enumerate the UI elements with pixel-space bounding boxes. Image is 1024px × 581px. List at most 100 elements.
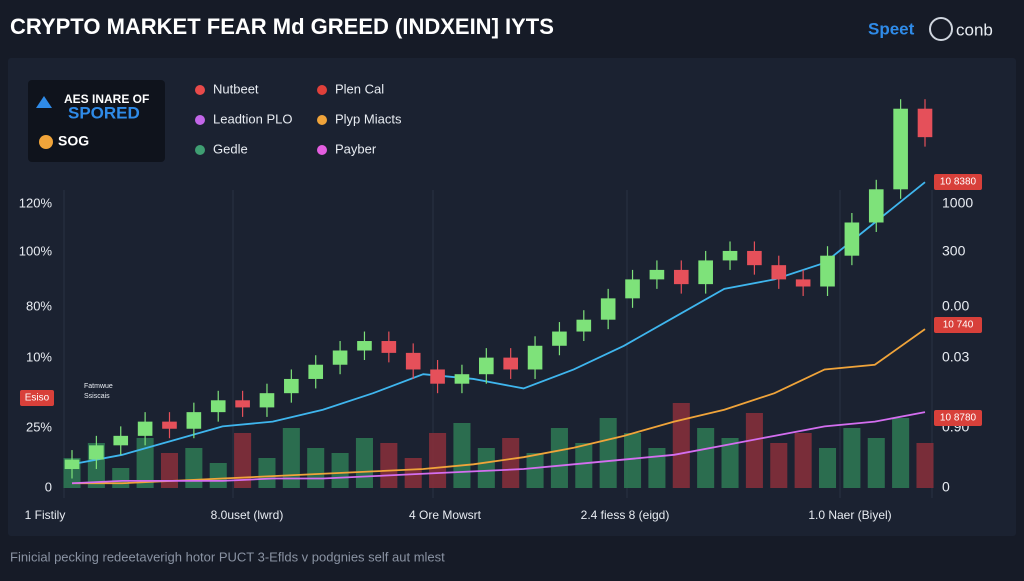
badge-icon [36, 96, 52, 108]
legend-swatch [317, 85, 327, 95]
candle-body [698, 260, 713, 285]
candle-body [405, 352, 421, 370]
volume-bar [892, 418, 910, 488]
candle-body [600, 298, 616, 320]
volume-bar [867, 438, 885, 488]
ticker-note: Fatmwue [84, 383, 113, 390]
y-axis-label: 25% [26, 419, 52, 434]
legend-swatch [195, 85, 205, 95]
volume-bar [843, 428, 861, 488]
line [71, 411, 926, 485]
volume-bar [453, 423, 471, 488]
candle-body [186, 412, 202, 429]
y2-axis-label: 0.00 [942, 298, 969, 314]
badge-icon [39, 135, 53, 149]
y-axis-label: 80% [26, 298, 52, 313]
candle-body [893, 108, 908, 190]
x-axis-label: 1 Fistily [25, 508, 66, 522]
candle-body [868, 189, 884, 223]
y2-axis-label: 0 [942, 479, 950, 495]
legend-label: Leadtion PLO [213, 111, 293, 126]
candle-body [259, 393, 275, 408]
legend-label: Plyp Miacts [335, 111, 402, 126]
volume-bar [648, 448, 666, 488]
candle-body [552, 331, 567, 346]
volume-bar [331, 453, 349, 488]
candle-body [137, 421, 153, 436]
candle-body [113, 435, 129, 446]
volume-bar [404, 458, 422, 488]
candle-body [527, 345, 543, 370]
legend-label: Nutbeet [213, 81, 259, 96]
price-tag [934, 410, 982, 426]
candle-body [479, 357, 494, 375]
candle-body [820, 255, 835, 287]
price-tag-label: 10 8380 [940, 177, 977, 188]
volume-bar [209, 463, 227, 488]
candle-body [722, 250, 738, 261]
candle-body [844, 222, 860, 256]
x-axis-label: 1.0 Naer (Biyel) [808, 508, 891, 522]
volume-bar [697, 428, 715, 488]
footer: Finicial pecking redeetaverigh hotor PUC… [10, 549, 445, 564]
volume-bar [136, 438, 154, 488]
badge-text: SOG [58, 133, 89, 149]
y-axis-label: 0 [45, 479, 52, 494]
candle-body [771, 265, 787, 280]
volume-bar [380, 443, 398, 488]
candle-body [332, 350, 348, 365]
candle-body [917, 108, 933, 138]
badge-panel [28, 80, 165, 162]
volume-bar [429, 433, 447, 488]
volume-bar [599, 418, 617, 488]
candle-body [357, 341, 372, 351]
volume-bar [550, 428, 568, 488]
volume-bar [624, 433, 642, 488]
price-tag [934, 174, 982, 190]
volume-bar [770, 443, 788, 488]
candle-body [162, 421, 177, 429]
badge-text: SPORED [68, 103, 140, 122]
candle-body [454, 374, 470, 384]
candle-body [649, 269, 665, 280]
y-axis-label: 120% [19, 195, 53, 210]
volume-bar [234, 433, 252, 488]
volume-bar [672, 403, 690, 488]
logo-icon [929, 17, 953, 41]
candle-body [430, 369, 445, 384]
candle-body [747, 250, 762, 266]
legend-label: Gedle [213, 141, 248, 156]
x-axis-label: 2.4 fiess 8 (eigd) [581, 508, 670, 522]
volume-bar [355, 438, 373, 488]
volume-bar [818, 448, 837, 488]
x-axis-label: 4 Ore Mowsrt [409, 508, 482, 522]
candle-body [284, 378, 299, 394]
volume-bar [526, 453, 544, 488]
legend-label: Plen Cal [335, 81, 384, 96]
volume-bar [307, 448, 325, 488]
legend-label: Payber [335, 141, 377, 156]
volume-bar [502, 438, 520, 488]
volume-bar [477, 448, 495, 488]
volume-bar [575, 443, 593, 488]
y2-axis-label: 300 [942, 243, 966, 259]
price-tag [934, 317, 982, 333]
candle-body [625, 279, 640, 299]
candle-body [673, 269, 689, 285]
line [72, 328, 926, 485]
candle-body [381, 341, 397, 353]
price-tag-label: 10 8780 [940, 413, 977, 424]
badge-text: AES INARE OF [64, 92, 149, 106]
legend-swatch [317, 115, 327, 125]
logo-text: Speet [868, 19, 915, 38]
y-axis-label: 100% [19, 243, 53, 258]
legend-swatch [317, 145, 327, 155]
price-tag-label: Esiso [25, 393, 50, 404]
y2-axis-label: 0.03 [942, 349, 969, 365]
y-axis-label: 10% [26, 349, 52, 364]
volume-bar [916, 443, 934, 488]
volume-bar [112, 468, 130, 488]
price-tag [20, 390, 54, 406]
candle-body [795, 279, 811, 287]
